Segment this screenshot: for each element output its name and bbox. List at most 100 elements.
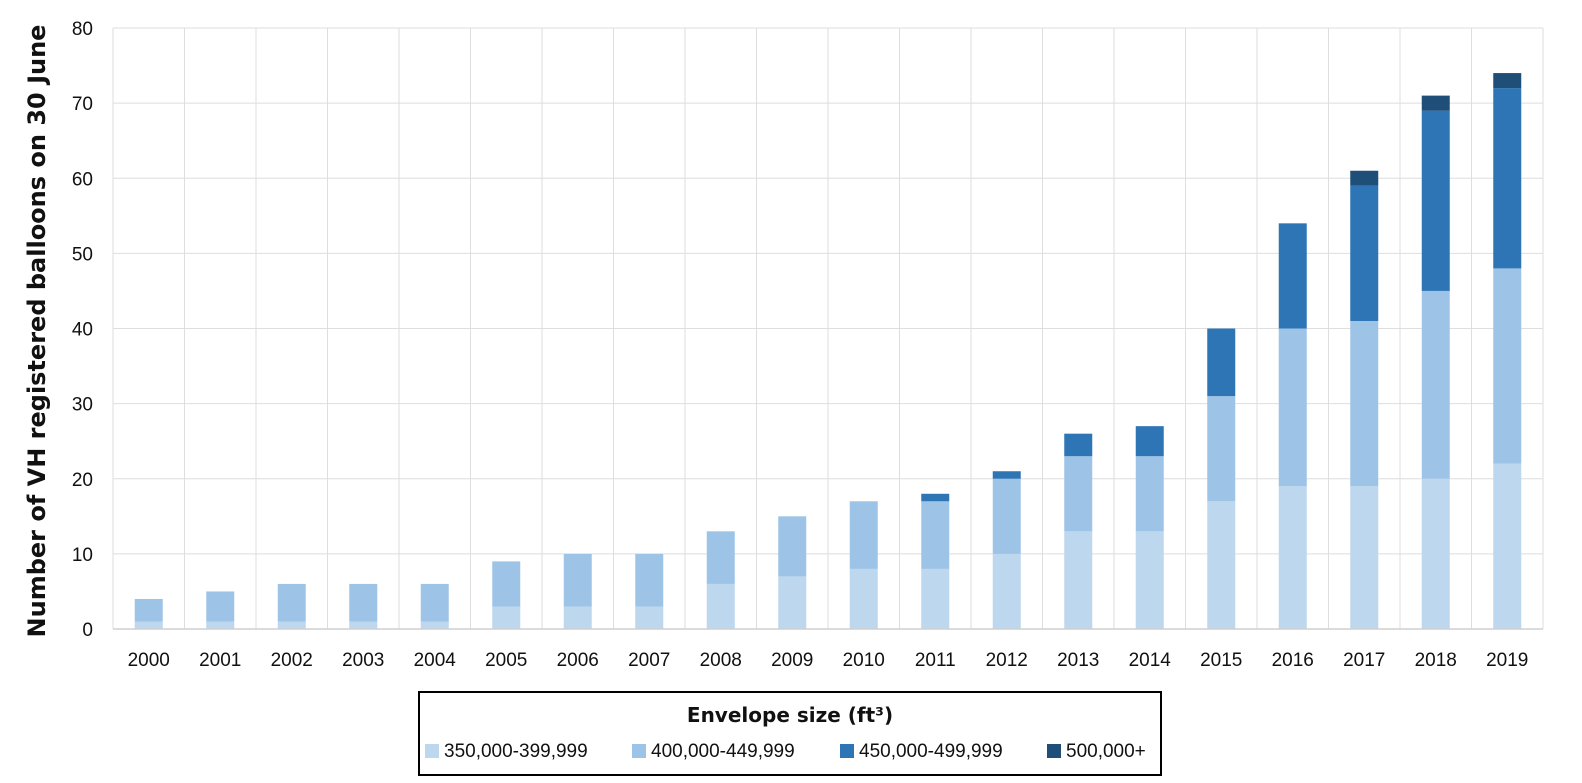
- x-tick-labels: 2000 2001 2002 2003 2004 2005 2006 2007 2008 2009…: [128, 650, 1529, 671]
- bar-segment-2001-series-2: [206, 591, 235, 622]
- bar-segment-2018-series-1: [1421, 478, 1450, 629]
- bar-segment-2006-series-1: [563, 606, 592, 629]
- bar-segment-2004-series-2: [420, 583, 449, 622]
- x-tick-label: 2005: [485, 650, 527, 671]
- bar-segment-2015-series-1: [1207, 501, 1236, 629]
- bar-segment-2008-series-2: [706, 531, 735, 584]
- bar-segment-2000-series-1: [134, 621, 163, 629]
- bar-segment-2015-series-2: [1207, 396, 1236, 502]
- bar-segment-2010-series-1: [849, 568, 878, 629]
- x-tick-label: 2015: [1200, 650, 1242, 671]
- y-tick-label: 40: [72, 320, 93, 341]
- x-tick-label: 2004: [414, 650, 457, 671]
- bar-segment-2019-series-1: [1493, 463, 1522, 629]
- bar-segment-2003-series-1: [349, 621, 378, 629]
- bar-series: [134, 73, 1522, 629]
- y-tick-label: 70: [72, 94, 93, 115]
- bar-segment-2002-series-2: [277, 583, 306, 622]
- bar-segment-2005-series-1: [492, 606, 521, 629]
- bar-segment-2013-series-1: [1064, 531, 1093, 629]
- x-tick-label: 2019: [1486, 650, 1528, 671]
- x-tick-label: 2006: [557, 650, 599, 671]
- x-tick-label: 2013: [1057, 650, 1099, 671]
- y-tick-label: 50: [72, 244, 93, 265]
- x-tick-label: 2000: [128, 650, 170, 671]
- legend-label: 500,000+: [1066, 741, 1146, 762]
- bar-segment-2017-series-2: [1350, 320, 1379, 487]
- bar-segment-2009-series-2: [778, 516, 807, 577]
- bar-segment-2019-series-2: [1493, 268, 1522, 464]
- x-tick-label: 2018: [1415, 650, 1457, 671]
- legend-label: 350,000-399,999: [444, 741, 588, 762]
- x-tick-label: 2008: [700, 650, 742, 671]
- bar-segment-2012-series-2: [992, 478, 1021, 554]
- bar-segment-2011-series-1: [921, 568, 950, 629]
- bar-segment-2005-series-2: [492, 561, 521, 607]
- bar-segment-2017-series-4: [1350, 170, 1379, 186]
- y-tick-label: 20: [72, 470, 93, 491]
- x-tick-label: 2016: [1272, 650, 1314, 671]
- legend-box: [418, 691, 1162, 776]
- bar-segment-2006-series-2: [563, 553, 592, 607]
- bar-segment-2015-series-3: [1207, 328, 1236, 397]
- x-tick-label: 2014: [1129, 650, 1172, 671]
- bar-segment-2014-series-3: [1135, 426, 1164, 457]
- x-tick-label: 2003: [342, 650, 384, 671]
- x-tick-label: 2010: [843, 650, 885, 671]
- y-axis-title: Number of VH registered balloons on 30 J…: [23, 25, 51, 638]
- x-tick-label: 2011: [915, 650, 956, 671]
- bar-segment-2003-series-2: [349, 583, 378, 622]
- y-tick-label: 0: [82, 620, 93, 641]
- bar-segment-2012-series-1: [992, 553, 1021, 629]
- bar-segment-2017-series-1: [1350, 486, 1379, 629]
- bar-segment-2011-series-3: [921, 493, 950, 502]
- bar-segment-2019-series-3: [1493, 88, 1522, 269]
- x-tick-label: 2001: [199, 650, 241, 671]
- bar-segment-2013-series-3: [1064, 433, 1093, 457]
- legend-label: 450,000-499,999: [859, 741, 1003, 762]
- x-tick-label: 2009: [771, 650, 813, 671]
- bar-segment-2010-series-2: [849, 501, 878, 569]
- bar-segment-2016-series-2: [1278, 328, 1307, 487]
- bar-segment-2014-series-2: [1135, 456, 1164, 532]
- x-tick-label: 2017: [1343, 650, 1385, 671]
- bar-segment-2007-series-2: [635, 553, 664, 607]
- bar-segment-2016-series-3: [1278, 223, 1307, 329]
- bar-segment-2014-series-1: [1135, 531, 1164, 629]
- y-tick-labels: 0 10 20 30 40 50 60 70 80: [72, 19, 93, 641]
- legend-swatch: [1047, 744, 1061, 758]
- legend-label: 400,000-449,999: [651, 741, 795, 762]
- legend: Envelope size (ft³) 350,000-399,999 400,0…: [418, 691, 1162, 776]
- y-tick-label: 60: [72, 169, 93, 190]
- bar-segment-2002-series-1: [277, 621, 306, 629]
- y-tick-label: 30: [72, 395, 93, 416]
- legend-swatch: [632, 744, 646, 758]
- bar-segment-2018-series-2: [1421, 290, 1450, 479]
- bar-segment-2018-series-3: [1421, 110, 1450, 291]
- bar-segment-2011-series-2: [921, 501, 950, 569]
- legend-swatch: [840, 744, 854, 758]
- x-tick-label: 2012: [986, 650, 1028, 671]
- bar-segment-2007-series-1: [635, 606, 664, 629]
- bar-segment-2009-series-1: [778, 576, 807, 629]
- bar-segment-2017-series-3: [1350, 185, 1379, 321]
- x-tick-label: 2002: [271, 650, 313, 671]
- x-tick-label: 2007: [628, 650, 670, 671]
- bar-segment-2000-series-2: [134, 598, 163, 622]
- bar-segment-2008-series-1: [706, 583, 735, 629]
- bar-segment-2016-series-1: [1278, 486, 1307, 629]
- y-tick-label: 80: [72, 19, 93, 40]
- bar-segment-2018-series-4: [1421, 95, 1450, 111]
- bar-segment-2019-series-4: [1493, 73, 1522, 89]
- legend-title: Envelope size (ft³): [687, 703, 893, 727]
- legend-swatch: [425, 744, 439, 758]
- grid-lines: [112, 27, 1544, 629]
- bar-segment-2012-series-3: [992, 471, 1021, 479]
- bar-segment-2004-series-1: [420, 621, 449, 629]
- y-tick-label: 10: [72, 545, 93, 566]
- legend-items: 350,000-399,999 400,000-449,999 450,000-49…: [425, 741, 1146, 762]
- bar-segment-2013-series-2: [1064, 456, 1093, 532]
- bar-segment-2001-series-1: [206, 621, 235, 629]
